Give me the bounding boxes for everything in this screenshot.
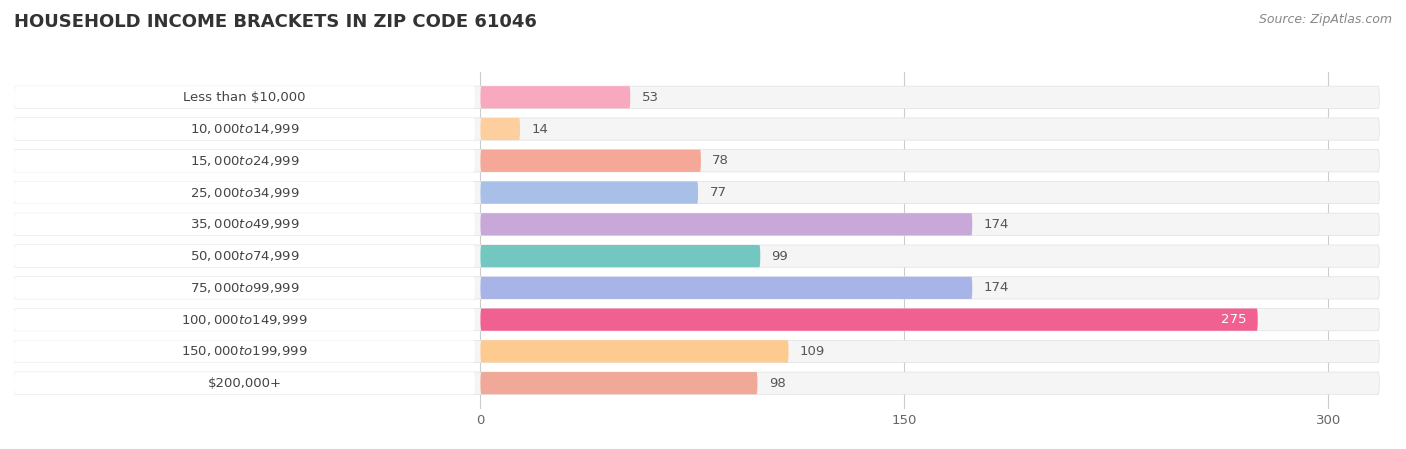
- FancyBboxPatch shape: [481, 86, 630, 108]
- Text: 53: 53: [641, 91, 658, 104]
- Text: 98: 98: [769, 377, 786, 390]
- FancyBboxPatch shape: [14, 372, 475, 394]
- FancyBboxPatch shape: [14, 150, 1379, 172]
- Text: 109: 109: [800, 345, 825, 358]
- FancyBboxPatch shape: [481, 213, 972, 235]
- FancyBboxPatch shape: [14, 181, 475, 204]
- FancyBboxPatch shape: [481, 372, 758, 394]
- FancyBboxPatch shape: [14, 86, 1379, 108]
- FancyBboxPatch shape: [14, 277, 475, 299]
- FancyBboxPatch shape: [481, 181, 697, 204]
- FancyBboxPatch shape: [14, 308, 475, 331]
- FancyBboxPatch shape: [14, 340, 1379, 362]
- FancyBboxPatch shape: [14, 181, 1379, 204]
- FancyBboxPatch shape: [14, 213, 1379, 235]
- FancyBboxPatch shape: [481, 118, 520, 140]
- Text: $15,000 to $24,999: $15,000 to $24,999: [190, 154, 299, 168]
- FancyBboxPatch shape: [14, 340, 475, 362]
- Text: 174: 174: [984, 218, 1010, 231]
- FancyBboxPatch shape: [481, 150, 702, 172]
- FancyBboxPatch shape: [14, 213, 475, 235]
- Text: $150,000 to $199,999: $150,000 to $199,999: [181, 344, 308, 358]
- FancyBboxPatch shape: [14, 372, 1379, 394]
- Text: Source: ZipAtlas.com: Source: ZipAtlas.com: [1258, 13, 1392, 26]
- Text: $25,000 to $34,999: $25,000 to $34,999: [190, 185, 299, 199]
- Text: HOUSEHOLD INCOME BRACKETS IN ZIP CODE 61046: HOUSEHOLD INCOME BRACKETS IN ZIP CODE 61…: [14, 13, 537, 31]
- Text: 275: 275: [1220, 313, 1246, 326]
- Text: 99: 99: [772, 250, 789, 263]
- Text: 78: 78: [713, 154, 730, 167]
- FancyBboxPatch shape: [481, 308, 1258, 331]
- FancyBboxPatch shape: [14, 308, 1379, 331]
- Text: 174: 174: [984, 282, 1010, 295]
- Text: $35,000 to $49,999: $35,000 to $49,999: [190, 217, 299, 231]
- Text: $100,000 to $149,999: $100,000 to $149,999: [181, 313, 308, 326]
- Text: $50,000 to $74,999: $50,000 to $74,999: [190, 249, 299, 263]
- Text: $75,000 to $99,999: $75,000 to $99,999: [190, 281, 299, 295]
- Text: $10,000 to $14,999: $10,000 to $14,999: [190, 122, 299, 136]
- FancyBboxPatch shape: [14, 150, 475, 172]
- Text: $200,000+: $200,000+: [208, 377, 281, 390]
- FancyBboxPatch shape: [14, 86, 475, 108]
- FancyBboxPatch shape: [14, 118, 475, 140]
- Text: 77: 77: [710, 186, 727, 199]
- FancyBboxPatch shape: [14, 245, 475, 267]
- FancyBboxPatch shape: [481, 340, 789, 362]
- FancyBboxPatch shape: [14, 277, 1379, 299]
- Text: 14: 14: [531, 123, 548, 136]
- Text: Less than $10,000: Less than $10,000: [183, 91, 305, 104]
- FancyBboxPatch shape: [14, 118, 1379, 140]
- FancyBboxPatch shape: [481, 277, 972, 299]
- FancyBboxPatch shape: [481, 245, 761, 267]
- FancyBboxPatch shape: [14, 245, 1379, 267]
